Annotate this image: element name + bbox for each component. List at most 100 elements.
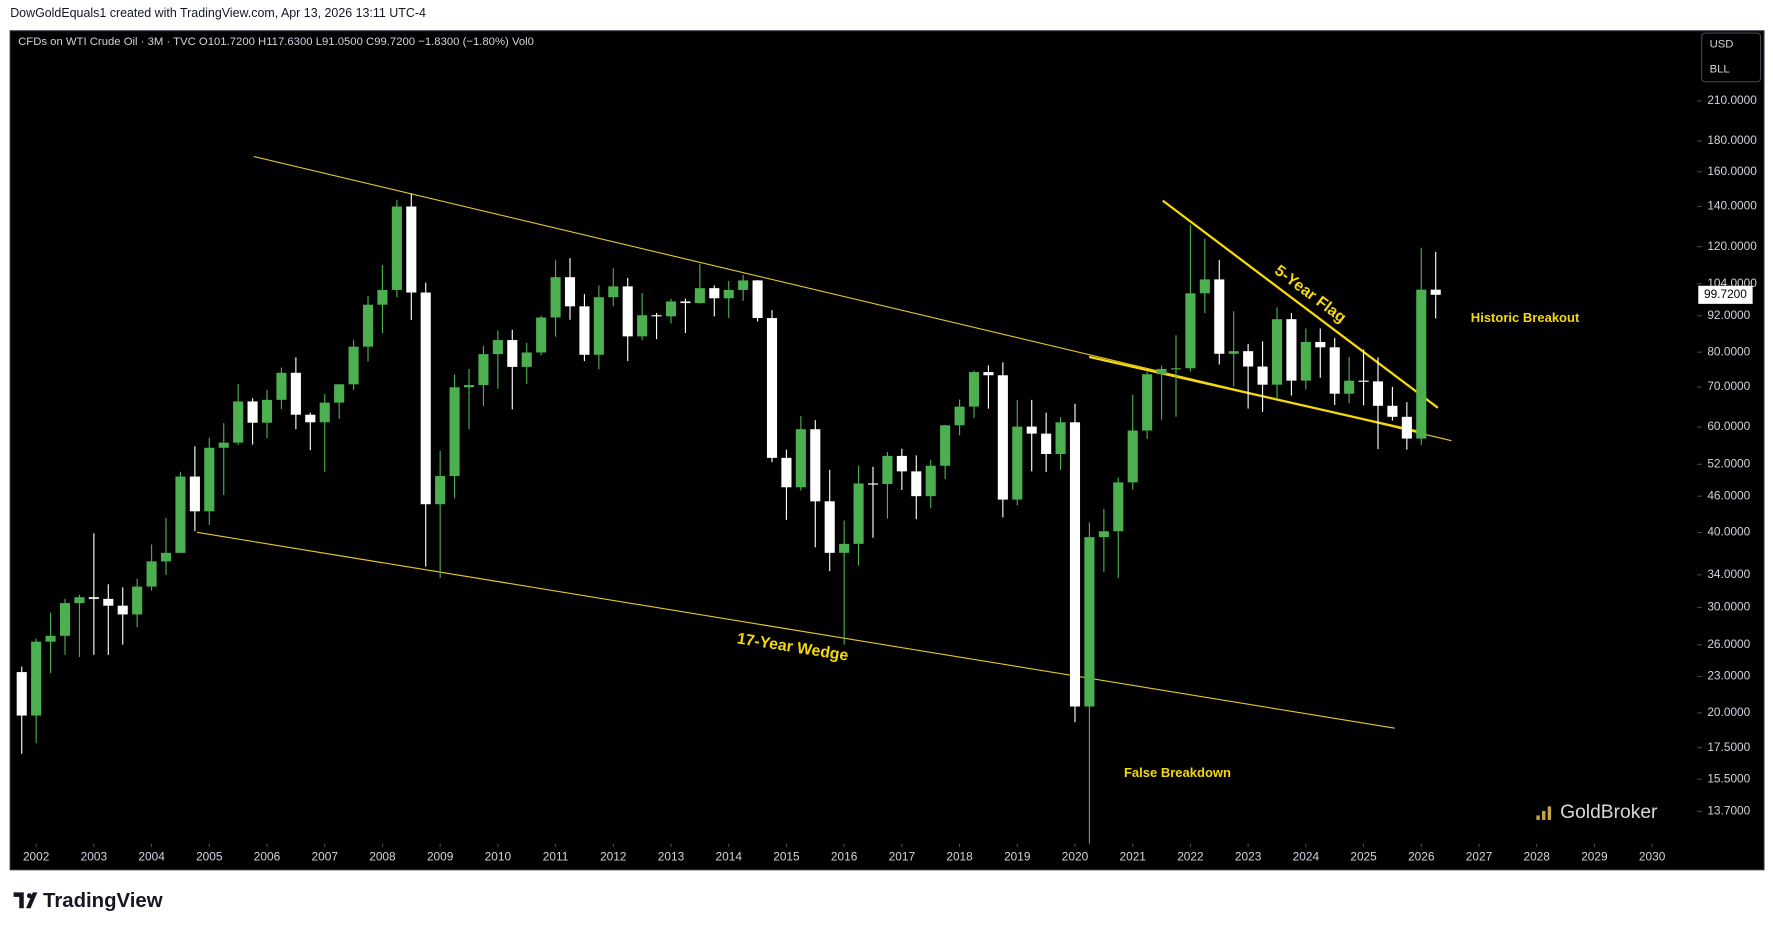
candle-body bbox=[911, 471, 922, 497]
unit[interactable]: BLL bbox=[1710, 63, 1730, 75]
last-price-label: 99.7200 bbox=[1704, 287, 1747, 301]
y-tick-label: 13.7000 bbox=[1707, 804, 1750, 818]
candle-body bbox=[824, 501, 835, 553]
x-tick-label: 2015 bbox=[773, 849, 800, 863]
y-tick-label: 15.5000 bbox=[1707, 771, 1750, 785]
candle-body bbox=[1084, 537, 1095, 707]
candle-body bbox=[1098, 531, 1109, 538]
candle-body bbox=[1243, 351, 1254, 367]
candle-body bbox=[1300, 341, 1311, 381]
x-tick-label: 2029 bbox=[1581, 849, 1608, 863]
candle-body bbox=[752, 280, 763, 319]
brand-text[interactable]: TradingView bbox=[43, 890, 163, 912]
candle-body bbox=[132, 586, 143, 615]
candle-body bbox=[1401, 416, 1412, 439]
candle-body bbox=[276, 372, 287, 400]
annotation: Historic Breakout bbox=[1471, 310, 1580, 325]
y-tick-label: 46.0000 bbox=[1707, 488, 1750, 502]
y-tick-label: 30.0000 bbox=[1707, 600, 1750, 614]
candle-body bbox=[103, 598, 114, 606]
candle-body bbox=[536, 317, 547, 353]
candle-body bbox=[1055, 422, 1066, 454]
x-tick-label: 2004 bbox=[138, 849, 165, 863]
candle-body bbox=[1156, 368, 1167, 375]
x-tick-label: 2022 bbox=[1177, 849, 1203, 863]
x-tick-label: 2017 bbox=[889, 849, 915, 863]
y-tick-label: 34.0000 bbox=[1707, 567, 1750, 581]
candle-body bbox=[420, 292, 431, 505]
candle-body bbox=[305, 414, 316, 423]
x-tick-label: 2014 bbox=[716, 849, 743, 863]
x-tick-label: 2019 bbox=[1004, 849, 1031, 863]
currency-box[interactable] bbox=[1701, 32, 1762, 83]
y-tick-label: 20.0000 bbox=[1707, 705, 1750, 719]
x-tick-label: 2003 bbox=[81, 849, 108, 863]
candle-body bbox=[637, 315, 648, 337]
candle-body bbox=[954, 406, 965, 426]
x-tick-label: 2018 bbox=[946, 849, 973, 863]
candle-body bbox=[45, 635, 56, 642]
candle-body bbox=[348, 346, 359, 385]
x-tick-label: 2023 bbox=[1235, 849, 1262, 863]
x-tick-label: 2012 bbox=[600, 849, 626, 863]
candle-body bbox=[694, 288, 705, 304]
candle-body bbox=[117, 605, 128, 615]
candle-body bbox=[1257, 366, 1268, 385]
candle-body bbox=[507, 340, 518, 367]
candle-body bbox=[74, 597, 85, 604]
annotation: False Breakdown bbox=[1124, 765, 1231, 780]
candle-body bbox=[665, 301, 677, 317]
attribution: DowGoldEquals1 created with TradingView.… bbox=[10, 6, 426, 20]
candle-body bbox=[1069, 422, 1081, 707]
candle-body bbox=[1026, 426, 1037, 434]
brand[interactable]: TradingView bbox=[13, 890, 163, 912]
plot-area bbox=[16, 155, 1452, 844]
candle-body bbox=[622, 286, 633, 337]
candle-body bbox=[492, 340, 503, 355]
x-tick-label: 2008 bbox=[369, 849, 396, 863]
candle-body bbox=[247, 401, 258, 423]
candle-body bbox=[88, 597, 99, 599]
candle-body bbox=[983, 372, 994, 376]
candle-body bbox=[1344, 380, 1355, 394]
candle-body bbox=[233, 401, 244, 443]
candle-body bbox=[261, 399, 273, 423]
candle-body bbox=[1228, 351, 1239, 354]
candle-body bbox=[1286, 319, 1297, 381]
candle-body bbox=[1416, 289, 1427, 439]
candle-body bbox=[925, 465, 936, 497]
x-tick-label: 2013 bbox=[658, 849, 685, 863]
candle-body bbox=[810, 429, 821, 502]
x-tick-label: 2007 bbox=[312, 849, 338, 863]
candle-body bbox=[651, 315, 662, 317]
candle-body bbox=[608, 286, 619, 298]
candle-body bbox=[319, 402, 330, 423]
x-tick-label: 2030 bbox=[1639, 849, 1666, 863]
y-tick-label: 23.0000 bbox=[1707, 669, 1750, 683]
candle-body bbox=[1271, 319, 1283, 385]
y-tick-label: 70.0000 bbox=[1707, 379, 1750, 393]
candle-body bbox=[406, 206, 417, 293]
candle-body bbox=[218, 442, 229, 448]
candle-body bbox=[940, 425, 951, 466]
candle-body bbox=[896, 455, 907, 472]
x-tick-label: 2006 bbox=[254, 849, 281, 863]
y-tick-label: 210.0000 bbox=[1707, 93, 1757, 107]
x-tick-label: 2010 bbox=[485, 849, 512, 863]
x-tick-label: 2021 bbox=[1119, 849, 1146, 863]
x-tick-label: 2026 bbox=[1408, 849, 1435, 863]
y-tick-label: 160.0000 bbox=[1707, 164, 1757, 178]
y-tick-label: 17.5000 bbox=[1707, 740, 1750, 754]
currency[interactable]: USD bbox=[1710, 38, 1734, 50]
x-tick-label: 2011 bbox=[543, 849, 569, 863]
x-tick-label: 2027 bbox=[1466, 849, 1492, 863]
candle-body bbox=[1430, 289, 1441, 295]
candle-body bbox=[189, 476, 200, 512]
candle-body bbox=[1142, 374, 1153, 431]
candle-body bbox=[1113, 482, 1124, 532]
candle-body bbox=[738, 280, 749, 290]
candle-body bbox=[1012, 426, 1023, 500]
y-tick-label: 60.0000 bbox=[1707, 419, 1750, 433]
legend: CFDs on WTI Crude Oil · 3M · TVC O101.72… bbox=[18, 36, 534, 48]
